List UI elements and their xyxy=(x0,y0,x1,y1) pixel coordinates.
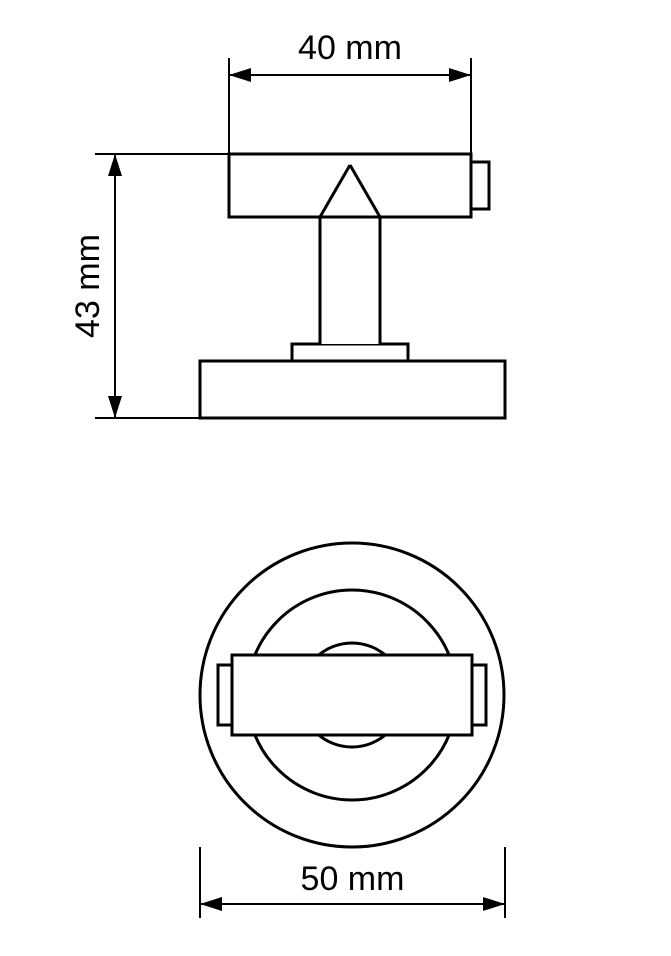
dimension-label-height-side: 43 mm xyxy=(69,234,107,338)
dimension-label-width-top: 40 mm xyxy=(298,29,402,67)
dimension-label-width-bot: 50 mm xyxy=(301,860,405,898)
side-view xyxy=(200,154,505,418)
top-view xyxy=(200,543,504,847)
